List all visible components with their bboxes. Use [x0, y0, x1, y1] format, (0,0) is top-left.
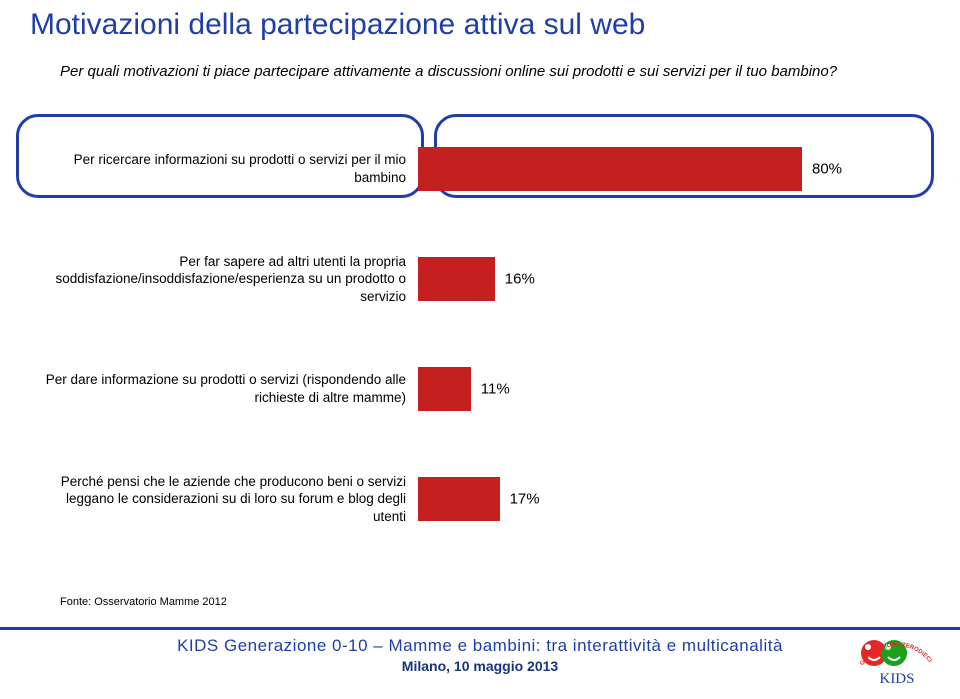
footer-title: KIDS Generazione 0-10 – Mamme e bambini:… — [0, 636, 960, 656]
bar-zone: 80% — [418, 128, 898, 210]
footer-divider — [0, 627, 960, 630]
slide: Motivazioni della partecipazione attiva … — [0, 0, 960, 699]
footer-text-block: KIDS Generazione 0-10 – Mamme e bambini:… — [0, 636, 960, 674]
slide-title: Motivazioni della partecipazione attiva … — [30, 8, 930, 42]
bar-value: 16% — [505, 271, 535, 288]
bar — [418, 367, 471, 411]
bar — [418, 257, 495, 301]
kids-logo: GENERAZIONE ZERODIECI KIDS — [854, 631, 940, 687]
source-text: Fonte: Osservatorio Mamme 2012 — [60, 596, 227, 608]
slide-subtitle: Per quali motivazioni ti piace partecipa… — [60, 62, 900, 82]
chart-row-0: Per ricercare informazioni su prodotti o… — [40, 128, 920, 210]
footer-subtitle: Milano, 10 maggio 2013 — [0, 658, 960, 674]
footer: KIDS Generazione 0-10 – Mamme e bambini:… — [0, 627, 960, 699]
bar-chart: Per ricercare informazioni su prodotti o… — [40, 128, 920, 588]
bar-label: Perché pensi che le aziende che producon… — [40, 473, 418, 526]
chart-row-2: Per dare informazione su prodotti o serv… — [40, 348, 920, 430]
bar-value: 80% — [812, 161, 842, 178]
chart-row-1: Per far sapere ad altri utenti la propri… — [40, 238, 920, 320]
bar-zone: 11% — [418, 348, 898, 430]
bar — [418, 477, 500, 521]
bar-label: Per far sapere ad altri utenti la propri… — [40, 253, 418, 306]
bar — [418, 147, 802, 191]
bar-value: 11% — [481, 381, 510, 398]
bar-label: Per ricercare informazioni su prodotti o… — [40, 151, 418, 186]
svg-text:KIDS: KIDS — [879, 671, 914, 687]
bar-value: 17% — [510, 491, 540, 508]
bar-zone: 17% — [418, 458, 898, 540]
bar-zone: 16% — [418, 238, 898, 320]
chart-row-3: Perché pensi che le aziende che producon… — [40, 458, 920, 540]
bar-label: Per dare informazione su prodotti o serv… — [40, 371, 418, 406]
